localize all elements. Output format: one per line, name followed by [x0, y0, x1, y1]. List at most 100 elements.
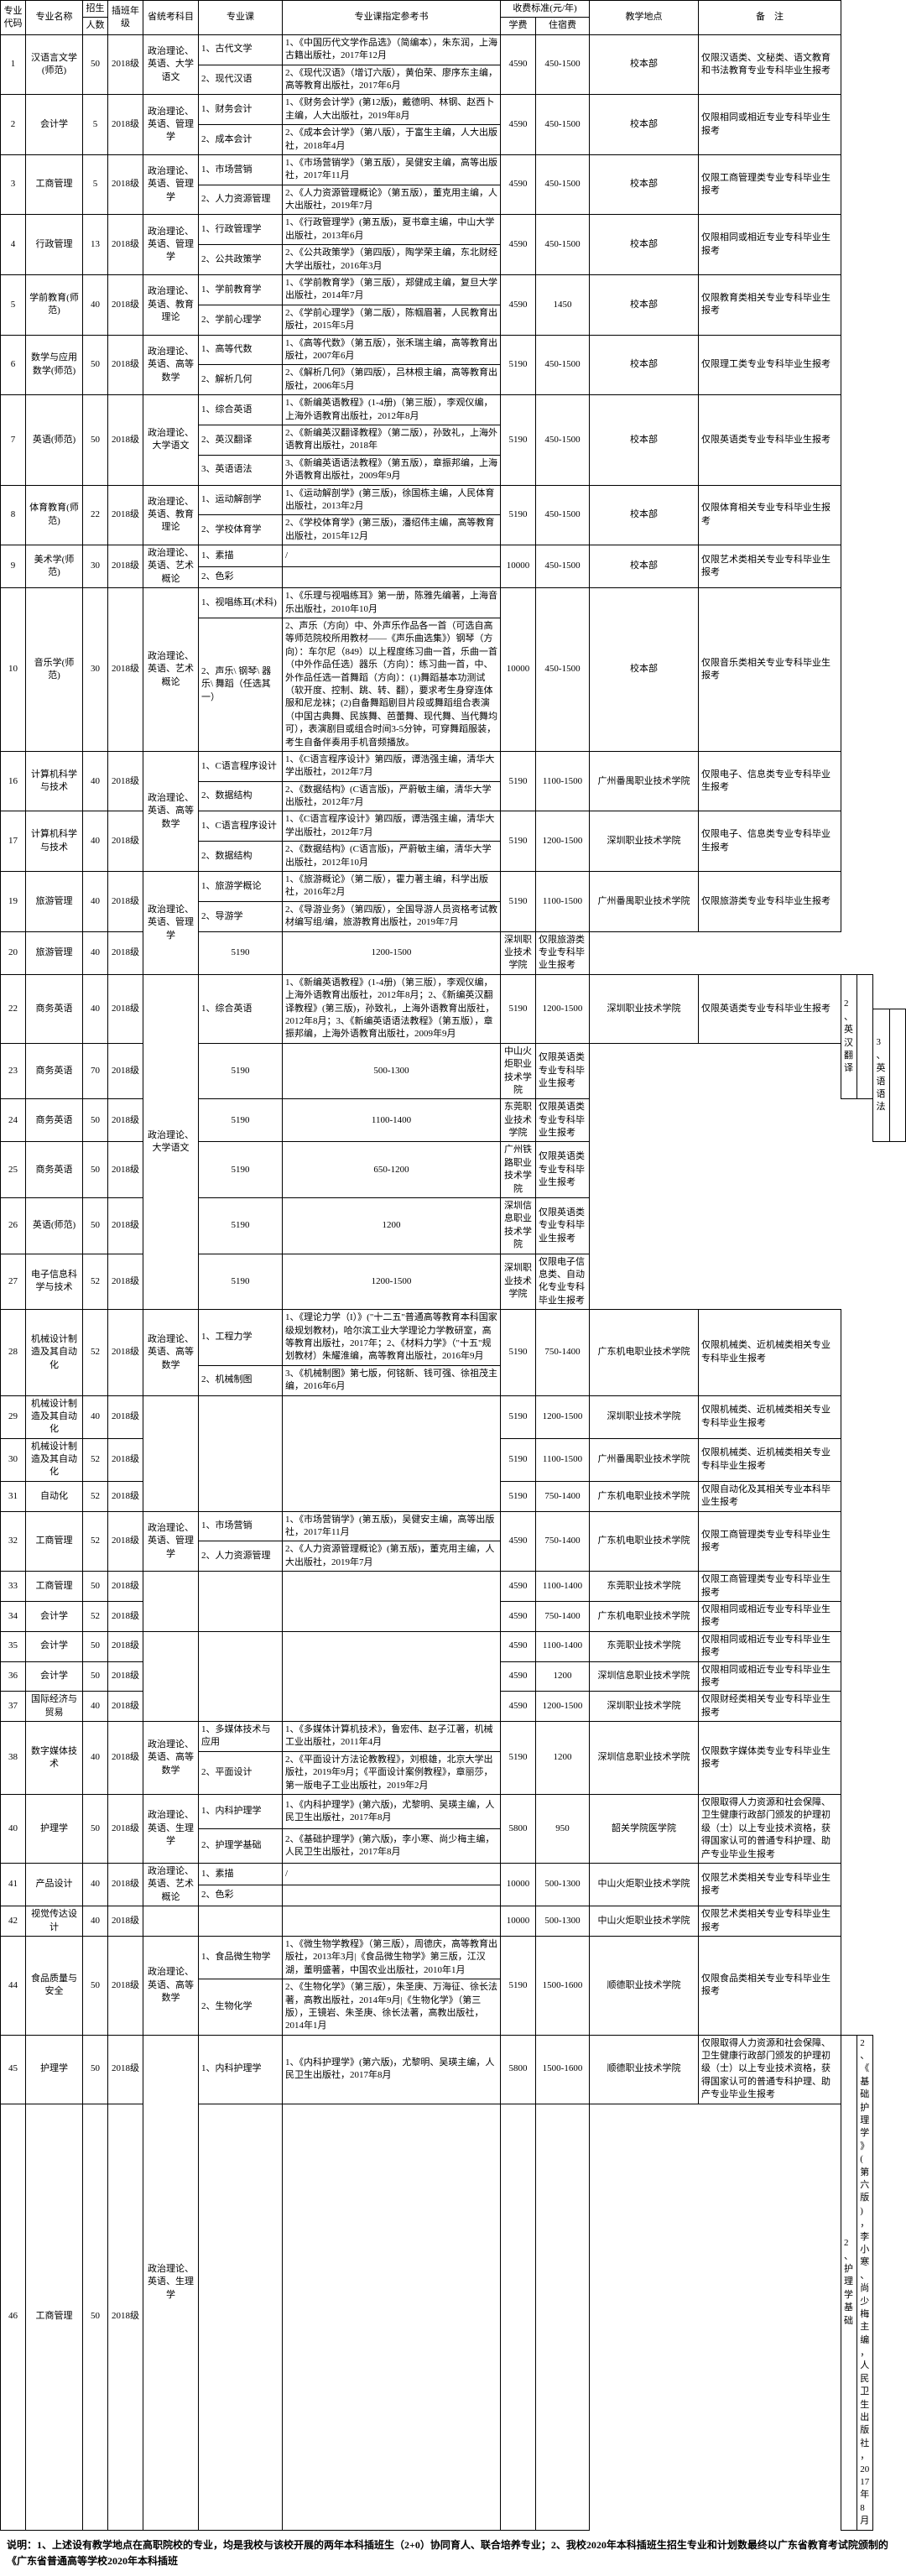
cell-course: 1、内科护理学 — [199, 2035, 283, 2104]
header-plan: 招生 — [83, 1, 108, 18]
cell-loc: 东莞职业技术学院 — [501, 1099, 536, 1142]
cell-loc: 中山火炬职业技术学院 — [590, 1864, 699, 1906]
cell-major: 护理学 — [26, 2035, 83, 2104]
header-fee2: 住宿费 — [536, 18, 590, 34]
cell-course: 1、综合英语 — [199, 395, 283, 425]
cell-major: 英语(师范) — [26, 1198, 83, 1254]
table-row: 16计算机科学与技术402018级政治理论、英语、高等数学1、C语言程序设计1、… — [1, 751, 906, 781]
cell-grade: 2018级 — [108, 1310, 143, 1395]
cell-fee2: 1500-1600 — [536, 1936, 590, 2035]
cell-num: 70 — [83, 1043, 108, 1099]
cell-course: 1、行政管理学 — [199, 215, 283, 245]
cell-exam: 政治理论、英语、教育理论 — [143, 485, 199, 545]
cell-fee2: 500-1300 — [536, 1864, 590, 1906]
cell-grade: 2018级 — [108, 1481, 143, 1511]
cell-book: 2、《现代汉语》（增订六版），黄伯荣、廖序东主编，高等教育出版社，2017年6月 — [283, 65, 501, 95]
cell-course: 1、视唱练耳(术科) — [199, 588, 283, 618]
cell-exam: 政治理论、英语、高等数学 — [143, 1310, 199, 1395]
cell-code: 25 — [1, 1142, 26, 1198]
cell-fee1: 10000 — [501, 545, 536, 588]
table-row: 40护理学502018级政治理论、英语、生理学1、内科护理学1、《内科护理学》(… — [1, 1795, 906, 1829]
cell-fee1 — [199, 2104, 283, 2530]
cell-num: 50 — [83, 335, 108, 395]
cell-book: 1、《内科护理学》(第六版)，尤黎明、吴瑛主编，人民卫生出版社，2017年8月 — [283, 2035, 501, 2104]
cell-fee1: 4590 — [501, 275, 536, 336]
cell-exam: 政治理论、英语、管理学 — [143, 154, 199, 215]
cell-book: 2、《解析几何》（第四版），吕林根主编，高等教育出版社，2006年5月 — [283, 365, 501, 395]
cell-book: 3、《新编英语语法教程》（第五版），章振邦编，上海外语教育出版社，2009年9月 — [283, 455, 501, 485]
cell-num: 40 — [83, 974, 108, 1043]
cell-loc: 广州番禺职业技术学院 — [590, 751, 699, 811]
cell-num: 52 — [83, 1310, 108, 1395]
cell-code: 28 — [1, 1310, 26, 1395]
cell-num: 50 — [83, 34, 108, 95]
cell-code: 34 — [1, 1601, 26, 1631]
cell-remark: 仅限电子、信息类专业专科毕业生报考 — [699, 751, 841, 811]
header-loc: 教学地点 — [590, 1, 699, 35]
cell-course: 2、声乐\ 钢琴\ 器乐\ 舞蹈（任选其一） — [199, 618, 283, 752]
cell-fee2: 1200-1500 — [536, 974, 590, 1043]
cell-num: 5 — [83, 154, 108, 215]
cell-code: 6 — [1, 335, 26, 395]
cell-loc: 深圳职业技术学院 — [590, 974, 699, 1043]
cell-fee2: 1200-1500 — [283, 1254, 501, 1310]
cell-fee1: 5190 — [501, 1722, 536, 1795]
cell-book: / — [283, 545, 501, 567]
cell-book: 2、《基础护理学》(第六版)，李小寒、尚少梅主编，人民卫生出版社，2017年8月 — [283, 1829, 501, 1864]
cell-book — [283, 1631, 501, 1721]
cell-major: 机械设计制造及其自动化 — [26, 1395, 83, 1438]
cell-course: 1、食品微生物学 — [199, 1936, 283, 1979]
cell-grade: 2018级 — [108, 275, 143, 336]
cell-num: 13 — [83, 215, 108, 275]
cell-fee1: 4590 — [501, 1631, 536, 1661]
cell-loc: 深圳职业技术学院 — [590, 1692, 699, 1722]
cell-code: 45 — [1, 2035, 26, 2104]
cell-code: 1 — [1, 34, 26, 95]
cell-major: 英语(师范) — [26, 395, 83, 485]
cell-num: 40 — [83, 872, 108, 932]
cell-book: 1、《新编英语教程》(1-4册)（第三版），李观仪编，上海外语教育出版社，201… — [283, 395, 501, 425]
cell-fee2: 1100-1500 — [536, 872, 590, 932]
cell-exam: 政治理论、英语、管理学 — [143, 95, 199, 155]
cell-num: 50 — [83, 1661, 108, 1692]
cell-major: 工商管理 — [26, 1572, 83, 1602]
cell-major: 视觉传达设计 — [26, 1906, 83, 1937]
cell-grade: 2018级 — [108, 1142, 143, 1198]
cell-book — [283, 1906, 501, 1937]
cell-exam: 政治理论、英语、艺术概论 — [143, 1864, 199, 1906]
cell-remark: 仅限英语类专业专科毕业生报考 — [699, 395, 841, 485]
cell-grade: 2018级 — [108, 1601, 143, 1631]
header-fee: 收费标准(元/年) — [501, 1, 590, 18]
cell-loc: 东莞职业技术学院 — [590, 1631, 699, 1661]
cell-book — [889, 1009, 905, 1142]
cell-major: 机械设计制造及其自动化 — [26, 1310, 83, 1395]
cell-num: 52 — [83, 1601, 108, 1631]
cell-remark: 仅限艺术类相关专业专科毕业生报考 — [699, 545, 841, 588]
cell-remark: 仅限财经类相关专业专科毕业生报考 — [699, 1692, 841, 1722]
cell-loc: 深圳职业技术学院 — [590, 1395, 699, 1438]
cell-loc: 中山火炬职业技术学院 — [501, 1043, 536, 1099]
cell-book: 2、《公共政策学》（第四版），陶学荣主编，东北财经大学出版社，2016年3月 — [283, 245, 501, 275]
cell-major: 会计学 — [26, 95, 83, 155]
cell-book: 1、《学前教育学》（第三版），郑健成主编，复旦大学出版社，2014年7月 — [283, 275, 501, 305]
cell-fee2: 750-1400 — [536, 1481, 590, 1511]
header-exam: 省统考科目 — [143, 1, 199, 35]
cell-exam: 政治理论、英语、高等数学 — [143, 335, 199, 395]
cell-exam: 政治理论、英语、艺术概论 — [143, 545, 199, 588]
cell-book: 2、《学前心理学》（第二版），陈帼眉著，人民教育出版社，2015年5月 — [283, 305, 501, 335]
cell-course: 2、护理学基础 — [841, 2035, 857, 2530]
header-grade: 插班年级 — [108, 1, 143, 35]
cell-book — [283, 1395, 501, 1511]
cell-major: 机械设计制造及其自动化 — [26, 1438, 83, 1481]
cell-fee1: 5190 — [501, 1481, 536, 1511]
cell-fee1: 5190 — [501, 1936, 536, 2035]
cell-code: 17 — [1, 811, 26, 872]
cell-fee2: 750-1400 — [536, 1601, 590, 1631]
cell-fee1: 5190 — [501, 1310, 536, 1395]
cell-book — [283, 1572, 501, 1632]
cell-fee1: 4590 — [501, 1661, 536, 1692]
cell-fee2: 1100-1400 — [536, 1631, 590, 1661]
cell-grade: 2018级 — [108, 95, 143, 155]
cell-code: 26 — [1, 1198, 26, 1254]
cell-code: 40 — [1, 1795, 26, 1864]
